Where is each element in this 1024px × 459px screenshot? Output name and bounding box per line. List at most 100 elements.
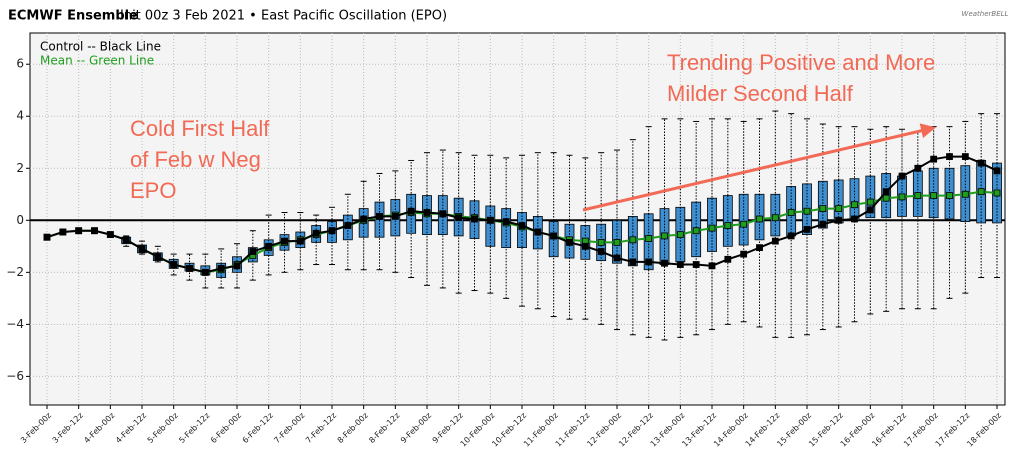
y-tick-label: 4 (16, 109, 24, 123)
mean-marker (676, 231, 684, 239)
control-marker (550, 232, 558, 240)
control-marker (708, 262, 716, 270)
control-marker (217, 265, 225, 272)
mean-marker (597, 239, 605, 246)
x-tick-label: 8-Feb-00z (336, 411, 370, 445)
control-marker (281, 237, 288, 245)
mean-marker (819, 205, 827, 212)
control-marker (946, 153, 953, 160)
x-tick-label: 5-Feb-00z (146, 411, 180, 445)
y-tick-label: −4 (6, 317, 24, 331)
control-marker (756, 244, 763, 252)
x-tick-label: 7-Feb-00z (272, 411, 306, 445)
control-marker (645, 258, 653, 266)
control-marker (455, 214, 463, 222)
x-tick-label: 3-Feb-00z (19, 411, 53, 445)
mean-marker (613, 239, 621, 246)
x-tick-label: 7-Feb-12z (304, 411, 338, 445)
annotation: Trending Positive and More (667, 50, 935, 75)
mean-marker (882, 194, 890, 202)
control-marker (914, 164, 922, 172)
control-marker (581, 242, 589, 250)
mean-marker (629, 236, 637, 244)
mean-marker (993, 189, 1001, 197)
control-marker (296, 237, 304, 245)
control-marker (866, 206, 874, 214)
mean-marker (851, 201, 858, 209)
control-marker (312, 229, 320, 237)
control-marker (661, 259, 668, 267)
mean-marker (961, 190, 969, 198)
control-marker (771, 237, 779, 245)
control-marker (961, 153, 969, 160)
control-marker (819, 220, 827, 228)
control-marker (629, 258, 637, 266)
control-marker (534, 228, 542, 236)
control-marker (518, 222, 526, 229)
x-tick-label: 4-Feb-00z (82, 411, 116, 445)
control-marker (265, 242, 273, 250)
control-marker (898, 172, 906, 180)
control-marker (407, 207, 415, 215)
control-marker (391, 212, 399, 220)
x-tick-label: 6-Feb-12z (241, 411, 275, 445)
y-tick-label: −6 (6, 369, 24, 383)
control-marker (106, 231, 114, 239)
control-marker (597, 248, 605, 255)
control-marker (75, 227, 83, 235)
mean-marker (866, 198, 874, 206)
control-marker (59, 228, 67, 236)
control-marker (360, 215, 368, 223)
mean-marker (692, 227, 700, 235)
control-marker (376, 212, 383, 220)
control-marker (186, 265, 193, 272)
mean-marker (661, 232, 668, 240)
control-marker (676, 261, 684, 268)
legend-mean: Mean -- Green Line (40, 54, 154, 68)
mean-marker (946, 192, 953, 199)
control-marker (439, 210, 447, 218)
mean-marker (977, 188, 985, 196)
control-marker (787, 232, 795, 240)
mean-marker (645, 235, 653, 242)
chart-title: ECMWF Ensemble (8, 9, 138, 24)
x-tick-label: 3-Feb-12z (51, 411, 85, 445)
mean-marker (740, 220, 748, 228)
control-marker (566, 239, 573, 246)
mean-marker (756, 215, 763, 223)
control-marker (740, 250, 748, 258)
control-marker (344, 222, 352, 229)
control-marker (692, 261, 700, 268)
mean-marker (771, 214, 779, 222)
chart-subtitle: Init 00z 3 Feb 2021 • East Pacific Oscil… (120, 9, 447, 24)
y-tick-label: 0 (16, 213, 24, 227)
control-marker (803, 226, 811, 233)
y-tick-label: −2 (6, 265, 24, 279)
control-marker (835, 216, 843, 224)
control-marker (851, 215, 858, 223)
x-tick-label: 5-Feb-12z (177, 411, 211, 445)
control-marker (43, 233, 51, 241)
mean-marker (787, 209, 795, 216)
mean-marker (898, 193, 906, 201)
annotation: Cold First Half (130, 116, 270, 141)
control-marker (486, 216, 494, 224)
annotation: Milder Second Half (667, 81, 854, 106)
logo: WeatherBELL (962, 10, 1009, 18)
control-marker (328, 227, 336, 235)
control-marker (724, 255, 732, 263)
control-marker (993, 167, 1001, 175)
control-marker (170, 261, 178, 268)
control-marker (91, 227, 98, 235)
mean-marker (708, 224, 716, 232)
annotation: of Feb w Neg (130, 147, 261, 172)
control-marker (233, 262, 241, 270)
control-marker (977, 159, 985, 167)
control-marker (423, 209, 431, 216)
legend-control: Control -- Black Line (40, 40, 161, 54)
control-marker (138, 245, 146, 253)
y-tick-label: 6 (16, 57, 24, 71)
control-marker (613, 254, 621, 262)
control-marker (502, 218, 510, 226)
